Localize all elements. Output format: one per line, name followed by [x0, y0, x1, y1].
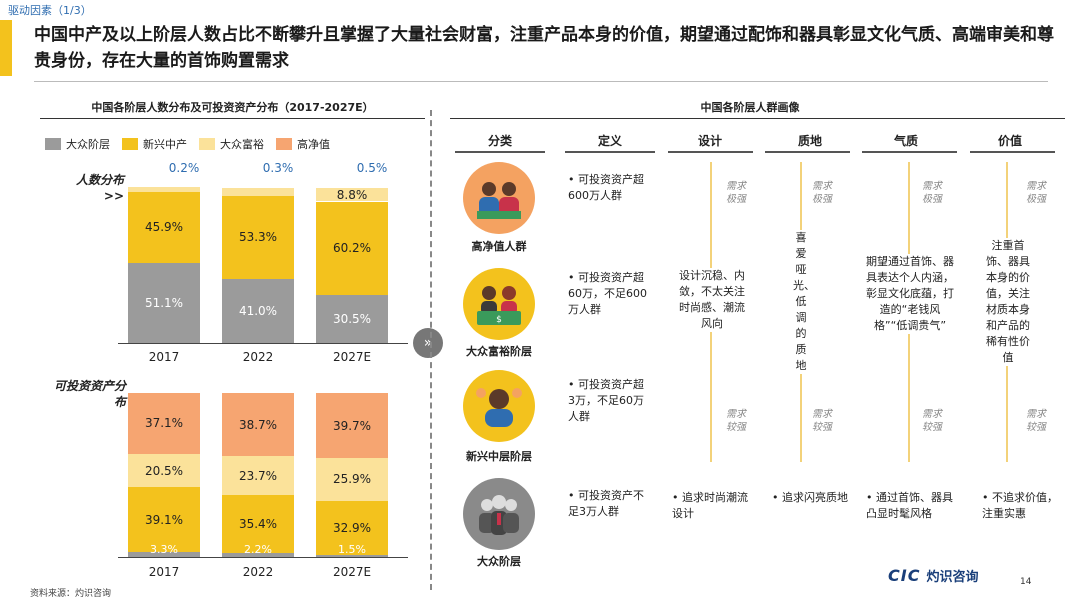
- demand-strong-texture: 需求极强: [812, 181, 832, 205]
- texture-mass-text: • 追求闪亮质地: [772, 491, 848, 504]
- group-label-affluent: 大众富裕阶层: [466, 345, 532, 358]
- transition-arrow-icon: »: [413, 328, 443, 358]
- legend-item-affluent: 大众富裕: [199, 136, 264, 152]
- hnw-share-label: 0.3%: [262, 161, 294, 175]
- population-row-label: 人数分布 >>: [75, 173, 124, 203]
- left-title-rule: [40, 118, 425, 119]
- definition-emerging: • 可投资资产超3万，不足60万人群: [568, 378, 644, 423]
- bar-segment: 60.2%: [316, 200, 388, 296]
- chart-legend: 大众阶层 新兴中产 大众富裕 高净值: [45, 136, 330, 152]
- stacked-bar-charts: 51.1% 45.9% 0.2% 2017 41.0% 53.3% 0.3% 2022 30.5…: [0, 0, 430, 600]
- design-mass-text: • 追求时尚潮流设计: [672, 491, 748, 520]
- bar-segment: 39.1%: [128, 486, 200, 552]
- demand-weak-temperament: 需求较强: [922, 409, 942, 433]
- design-upper-text: 设计沉稳、内敛，不太关注时尚感、潮流风向: [676, 268, 748, 332]
- left-chart-title: 中国各阶层人数分布及可投资资产分布（2017-2027E）: [91, 101, 374, 114]
- col-design: 设计: [697, 134, 722, 148]
- emerging-middle-icon: [463, 370, 535, 442]
- x-axis-line: [118, 343, 408, 344]
- year-tick-label: 2017: [148, 565, 180, 579]
- value-upper-text: 注重首饰、器具本身的价值，关注材质本身和产品的稀有性价值: [986, 238, 1030, 366]
- bar-segment: [222, 186, 294, 196]
- col-rule-value: [970, 151, 1055, 153]
- definition-hnw: • 可投资资产超600万人群: [568, 173, 644, 202]
- temperament-mass-text: • 通过首饰、器具凸显时髦风格: [866, 491, 953, 520]
- mass-asset-label: 3.3%: [150, 543, 178, 556]
- col-rule-category: [455, 151, 545, 153]
- definition-mass: • 可投资资产不足3万人群: [568, 489, 644, 518]
- definition-affluent: • 可投资资产超60万，不足600万人群: [568, 271, 647, 316]
- bar-segment: 38.7%: [222, 392, 294, 457]
- temperament-upper-text: 期望通过首饰、器具表达个人内涵，彰显文化底蕴，打造的“老钱风格”“低调贵气”: [866, 254, 954, 334]
- right-panel-title: 中国各阶层人群画像: [700, 101, 800, 114]
- texture-upper-text: 喜爱哑光、低调的质地: [793, 230, 815, 374]
- right-title-rule: [450, 118, 1065, 119]
- bar-segment: 25.9%: [316, 457, 388, 501]
- legend-item-emerging: 新兴中产: [122, 136, 187, 152]
- logo-en: CIC: [888, 566, 921, 585]
- hnw-share-label: 0.5%: [356, 161, 388, 175]
- mass-affluent-icon: $: [463, 268, 535, 340]
- page-title: 中国中产及以上阶层人数占比不断攀升且掌握了大量社会财富，注重产品本身的价值，期望…: [34, 25, 1054, 71]
- year-tick-label: 2022: [242, 565, 274, 579]
- bar-segment: [128, 186, 200, 192]
- hnw-share-label: 0.2%: [168, 161, 200, 175]
- col-category: 分类: [487, 134, 512, 148]
- bar-segment: 45.9%: [128, 190, 200, 264]
- bar-segment: 8.8%: [316, 186, 388, 202]
- mass-asset-label: 2.2%: [244, 543, 272, 556]
- bar-segment: 23.7%: [222, 455, 294, 496]
- col-value: 价值: [997, 134, 1022, 148]
- col-rule-design: [668, 151, 753, 153]
- demand-strong-design: 需求极强: [726, 181, 746, 205]
- page-number: 14: [1020, 577, 1032, 587]
- bar-segment: 37.1%: [128, 392, 200, 454]
- bar-segment: 20.5%: [128, 452, 200, 488]
- group-label-hnw: 高净值人群: [471, 240, 527, 253]
- svg-text:$: $: [496, 315, 502, 325]
- bar-segment: 51.1%: [128, 262, 200, 343]
- demand-weak-design: 需求较强: [726, 409, 746, 433]
- demand-strong-temperament: 需求极强: [922, 181, 942, 205]
- bar-segment: 30.5%: [316, 294, 388, 343]
- col-rule-texture: [765, 151, 850, 153]
- value-mass-text: • 不追求价值，注重实惠: [982, 491, 1058, 520]
- brand-logo: CIC 灼识咨询: [888, 566, 978, 585]
- group-label-emerging: 新兴中层阶层: [466, 450, 532, 463]
- legend-item-mass: 大众阶层: [45, 136, 110, 152]
- bar-segment: 53.3%: [222, 194, 294, 280]
- demand-weak-texture: 需求较强: [812, 409, 832, 433]
- demand-weak-value: 需求较强: [1026, 409, 1046, 433]
- x-axis-line: [118, 557, 408, 558]
- year-tick-label: 2027E: [332, 350, 372, 364]
- bar-segment: 39.7%: [316, 392, 388, 459]
- year-tick-label: 2017: [148, 350, 180, 364]
- panel-divider: [430, 110, 432, 590]
- col-temperament: 气质: [893, 134, 918, 148]
- mass-asset-label: 1.5%: [338, 543, 366, 556]
- col-rule-temperament: [862, 151, 957, 153]
- bar-segment: 41.0%: [222, 278, 294, 343]
- accent-bar: [0, 20, 12, 76]
- col-texture: 质地: [797, 134, 822, 148]
- bar-segment: 32.9%: [316, 499, 388, 555]
- year-tick-label: 2027E: [332, 565, 372, 579]
- assets-row-label: 可投资资产分布: [53, 379, 126, 409]
- group-label-mass: 大众阶层: [477, 555, 521, 568]
- source-note: 资料来源：灼识咨询: [30, 589, 112, 599]
- title-divider: [34, 81, 1048, 82]
- mass-class-icon: [463, 478, 535, 550]
- year-tick-label: 2022: [242, 350, 274, 364]
- col-definition: 定义: [597, 134, 622, 148]
- demand-strong-value: 需求极强: [1026, 181, 1046, 205]
- logo-cn: 灼识咨询: [926, 570, 979, 585]
- section-tag: 驱动因素（1/3）: [8, 4, 92, 17]
- high-net-worth-icon: [463, 162, 535, 234]
- col-rule-definition: [565, 151, 655, 153]
- legend-item-hnw: 高净值: [276, 136, 330, 152]
